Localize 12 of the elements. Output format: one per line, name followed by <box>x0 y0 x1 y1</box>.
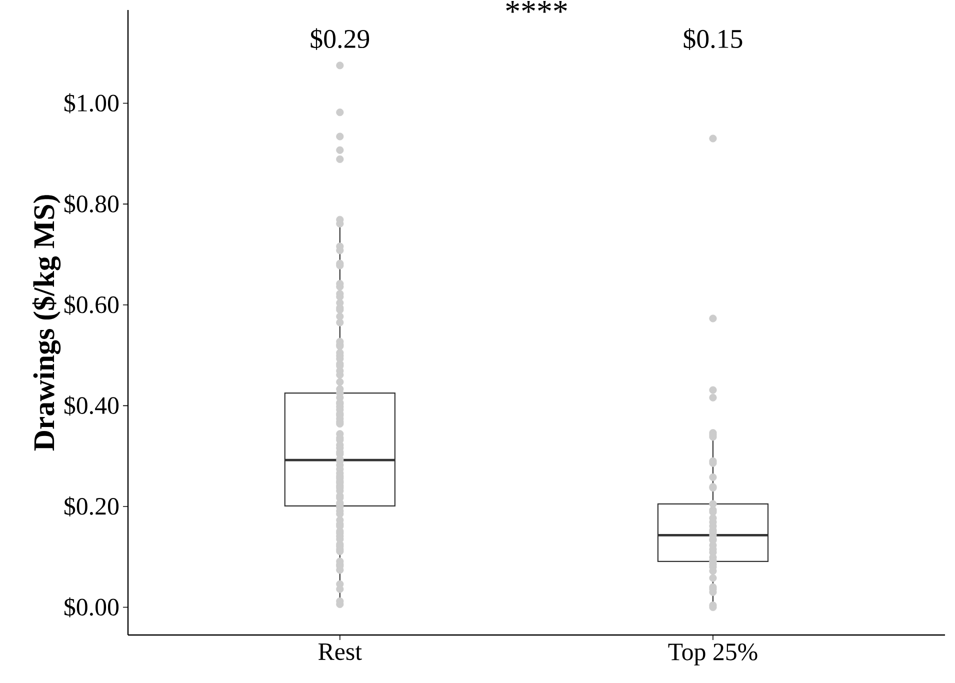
y-tick-label: $1.00 <box>64 93 119 114</box>
y-tick-label: $0.60 <box>64 294 119 315</box>
annotation: $0.15 <box>684 28 742 50</box>
x-tick-label: Rest <box>318 644 362 660</box>
y-tick-label: $0.00 <box>64 597 119 618</box>
y-axis-title: Drawings ($/kg MS) <box>32 195 61 451</box>
y-tick-label: $0.40 <box>64 396 119 416</box>
y-tick-label: $0.20 <box>64 496 119 516</box>
y-tick-label: $0.80 <box>64 194 119 214</box>
x-tick-label: Top 25% <box>668 644 758 666</box>
annotation: **** <box>506 1 567 13</box>
annotation: $0.29 <box>310 28 370 50</box>
